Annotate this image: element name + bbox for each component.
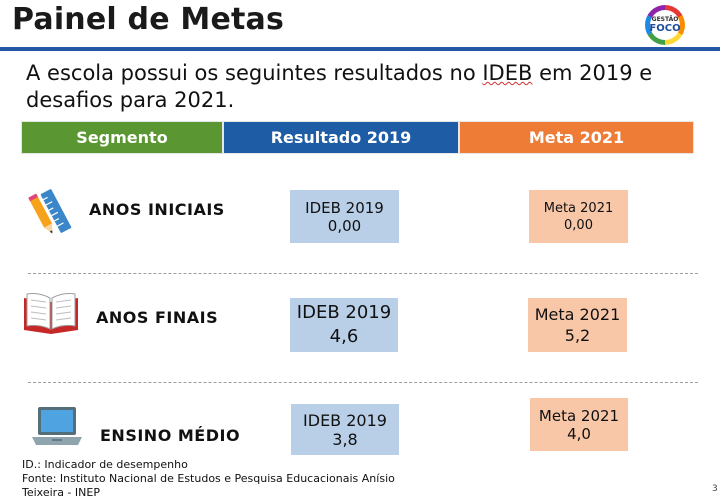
target-box: Meta 2021 0,00 xyxy=(529,190,628,243)
title-rule xyxy=(0,47,720,51)
result-value: 0,00 xyxy=(327,216,362,235)
result-label: IDEB 2019 xyxy=(305,198,384,217)
row-divider xyxy=(28,273,698,274)
target-value: 0,00 xyxy=(564,217,593,233)
source-footnote: ID.: Indicador de desempenho Fonte: Inst… xyxy=(22,458,395,500)
intro-ideb: IDEB xyxy=(482,61,533,85)
logo-inner: GESTÃO FOCO xyxy=(649,10,681,40)
target-value: 5,2 xyxy=(564,326,591,345)
page-number: 3 xyxy=(712,484,718,494)
segment-anos-iniciais: ANOS INICIAIS xyxy=(89,200,225,219)
header-segment: Segmento xyxy=(21,121,223,154)
intro-after: em 2019 e desafios para 2021. xyxy=(26,61,653,112)
school-supplies-icon xyxy=(28,189,72,234)
gestao-foco-logo: GESTÃO FOCO xyxy=(645,5,685,45)
intro-text: A escola possui os seguintes resultados … xyxy=(26,60,706,114)
segment-ensino-medio: ENSINO MÉDIO xyxy=(100,426,241,445)
open-book-icon xyxy=(24,293,78,334)
segment-anos-finais: ANOS FINAIS xyxy=(96,308,219,327)
header-result: Resultado 2019 xyxy=(223,121,459,154)
result-box: IDEB 2019 4,6 xyxy=(290,298,398,352)
page-title: Painel de Metas xyxy=(12,2,285,37)
footnote-line: Teixeira - INEP xyxy=(22,486,100,499)
result-label: IDEB 2019 xyxy=(303,410,387,430)
logo-bottom-text: FOCO xyxy=(649,23,681,34)
logo-top-text: GESTÃO xyxy=(651,16,679,23)
target-box: Meta 2021 5,2 xyxy=(528,298,627,352)
result-box: IDEB 2019 0,00 xyxy=(290,190,399,243)
result-value: 4,6 xyxy=(329,326,359,347)
target-box: Meta 2021 4,0 xyxy=(530,398,628,451)
footnote-line: Fonte: Instituto Nacional de Estudos e P… xyxy=(22,472,395,485)
result-box: IDEB 2019 3,8 xyxy=(291,404,399,455)
target-label: Meta 2021 xyxy=(534,305,621,324)
target-label: Meta 2021 xyxy=(538,406,620,425)
target-label: Meta 2021 xyxy=(543,200,614,216)
result-value: 3,8 xyxy=(332,429,358,449)
header-target: Meta 2021 xyxy=(459,121,694,154)
laptop-icon xyxy=(32,407,82,445)
footnote-line: ID.: Indicador de desempenho xyxy=(22,458,188,471)
intro-before: A escola possui os seguintes resultados … xyxy=(26,61,483,85)
row-divider xyxy=(28,382,698,383)
target-value: 4,0 xyxy=(567,424,591,443)
result-label: IDEB 2019 xyxy=(296,302,392,323)
